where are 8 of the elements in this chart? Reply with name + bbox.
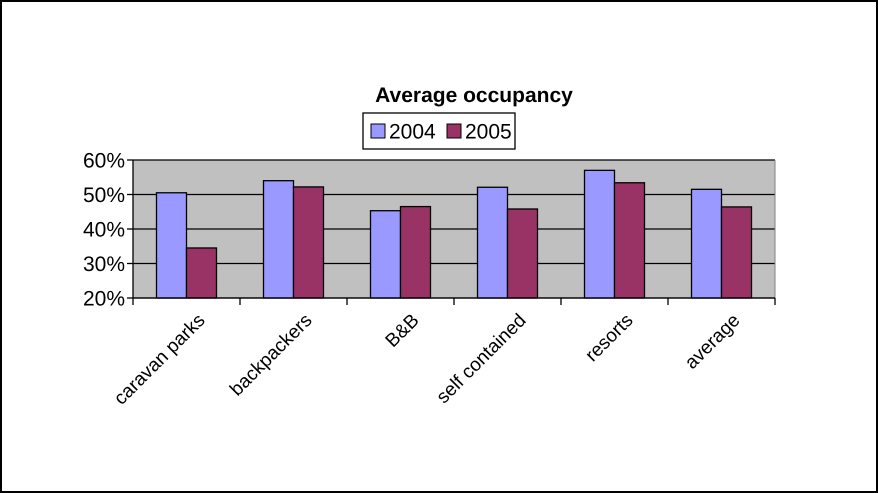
y-tick-label: 30%	[82, 252, 125, 276]
legend-label: 2004	[389, 120, 436, 144]
y-tick-label: 40%	[82, 218, 125, 242]
y-tick-label: 50%	[82, 184, 125, 207]
legend-label: 2005	[465, 120, 512, 144]
y-tick-label: 20%	[82, 287, 125, 310]
chart-title: Average occupancy	[375, 84, 574, 107]
y-tick-label: 60%	[82, 149, 125, 172]
